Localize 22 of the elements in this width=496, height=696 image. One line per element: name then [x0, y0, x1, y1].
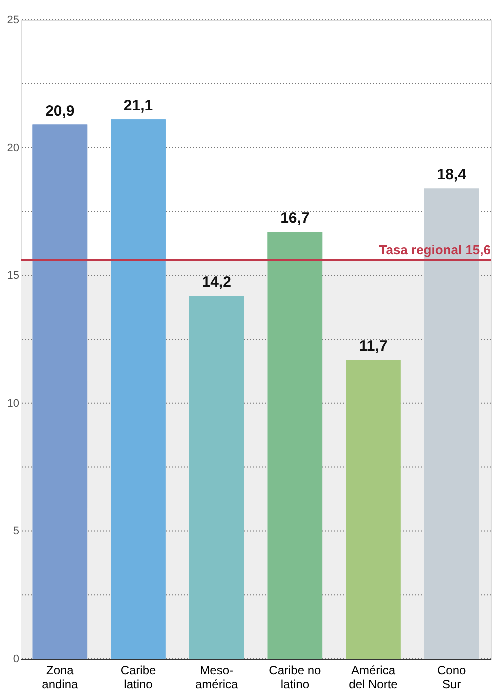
bar	[346, 360, 401, 659]
data-label: 20,9	[46, 102, 75, 120]
y-tick-label: 15	[7, 270, 20, 282]
y-tick-label: 10	[7, 398, 20, 410]
bar	[189, 296, 244, 659]
y-tick-label: 20	[7, 142, 20, 154]
x-tick-label: Caribe latino	[120, 664, 156, 692]
data-label: 14,2	[202, 274, 232, 292]
x-tick-label: Caribe no latino	[269, 664, 322, 692]
y-tick-label: 25	[7, 14, 20, 26]
data-label: 11,7	[359, 338, 388, 355]
x-tick-label: Meso- américa	[195, 664, 238, 692]
x-tick-label: América del Norte	[349, 664, 398, 692]
x-tick-label: Cono Sur	[437, 664, 467, 692]
data-label: 18,4	[437, 166, 468, 184]
data-label: 16,7	[280, 210, 310, 228]
bar	[268, 232, 323, 659]
y-tick-label: 5	[13, 526, 20, 538]
y-tick-label: 0	[13, 654, 20, 666]
ref-line-label: Tasa regional 15,6	[379, 242, 491, 258]
data-label: 21,1	[124, 98, 154, 115]
x-tick-label: Zona andina	[42, 664, 79, 692]
